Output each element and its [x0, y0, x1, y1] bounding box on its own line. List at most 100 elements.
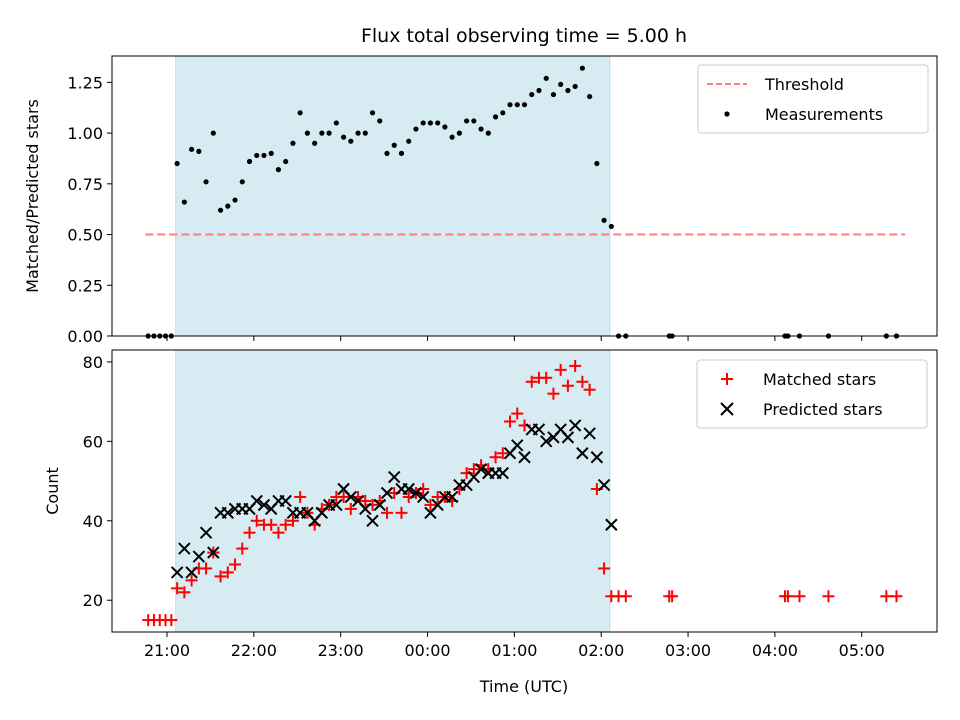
matched-star-point	[890, 590, 903, 603]
measurement-point	[340, 134, 347, 140]
matched-star-point	[554, 363, 567, 376]
measurement-point	[543, 75, 549, 81]
matched-star-point	[525, 375, 538, 388]
measurement-point	[377, 118, 383, 124]
measurement-point	[189, 146, 195, 152]
predicted-star-point	[199, 526, 213, 539]
bottom-panel: 20 40 60 80 21:00 22:00 23:00 00:00 01:00 02:00 0…	[43, 349, 938, 696]
measurement-point	[579, 65, 585, 71]
measurement-point	[217, 207, 224, 213]
measurement-point	[601, 217, 607, 223]
observing-span-rect	[175, 55, 611, 337]
measurement-point	[333, 120, 339, 126]
measurement-point	[362, 130, 368, 136]
predicted-star-point	[474, 462, 488, 476]
matched-star-point	[793, 590, 806, 603]
predicted-star-point	[257, 498, 271, 512]
measurement-point	[254, 152, 260, 159]
top-y-axis-label: Matched/Predicted stars	[23, 99, 42, 293]
measurement-point	[536, 87, 542, 94]
matched-star-point	[214, 570, 227, 583]
predicted-star-point	[178, 542, 191, 555]
predicted-star-point	[590, 451, 604, 464]
y-tick-label: 0.00	[67, 327, 103, 346]
predicted-star-point	[221, 506, 234, 520]
matched-star-point	[185, 574, 198, 587]
matched-star-point	[236, 542, 249, 555]
measurement-point	[492, 114, 499, 120]
y-tick-label: 1.25	[67, 73, 103, 92]
predicted-star-point	[597, 478, 611, 492]
predicted-star-point	[250, 494, 263, 508]
predicted-star-point	[445, 490, 459, 504]
top-axes-frame	[111, 55, 938, 337]
y-tick-label: 1.00	[67, 124, 103, 143]
measurement-point	[181, 199, 187, 205]
matched-star-point	[467, 463, 480, 476]
measurement-point	[608, 223, 614, 230]
measurement-point	[196, 148, 202, 154]
chart-title: Flux total observing time = 5.00 h	[361, 25, 687, 47]
top-panel: Flux total observing time = 5.00 h 0.000…	[23, 25, 938, 346]
bottom-observing-span	[175, 349, 611, 633]
matched-star-point	[619, 590, 632, 603]
bottom-legend: Matched stars Predicted stars	[696, 359, 928, 429]
predicted-star-point	[359, 502, 372, 516]
predicted-star-point	[402, 482, 415, 496]
bottom-y-ticks: 20 40 60 80	[83, 353, 112, 610]
measurement-point	[558, 81, 564, 88]
x-axis-label: Time (UTC)	[479, 677, 568, 696]
measurement-point	[203, 179, 209, 185]
measurement-point	[369, 110, 376, 116]
matched-star-point	[265, 518, 278, 531]
predicted-legend-swatch	[720, 402, 734, 416]
matched-star-point	[511, 407, 524, 420]
matched-star-point	[178, 586, 191, 599]
x-tick-label: 02:00	[578, 641, 624, 660]
matched-star-point	[666, 590, 679, 603]
predicted-star-point	[330, 498, 343, 512]
predicted-star-point	[416, 490, 430, 504]
measurement-point	[587, 93, 593, 100]
predicted-star-point	[496, 466, 509, 480]
matched-star-point	[569, 359, 582, 372]
measurement-point	[507, 102, 513, 108]
matched-star-point	[243, 526, 256, 539]
predicted-star-point	[409, 486, 423, 500]
measurement-point	[304, 130, 310, 136]
measurement-point	[275, 167, 282, 173]
measurement-point	[319, 130, 325, 136]
x-tick-label: 03:00	[665, 641, 711, 660]
predicted-star-point	[388, 470, 401, 484]
bottom-axes-frame	[111, 349, 938, 633]
predicted-star-point	[605, 518, 618, 531]
matched-star-point	[424, 498, 437, 511]
x-tick-label: 23:00	[318, 641, 364, 660]
x-tick-label: 04:00	[752, 641, 798, 660]
matched-star-point	[279, 518, 292, 531]
matched-star-point	[229, 558, 242, 571]
predicted-star-point	[540, 435, 553, 448]
measurement-point	[456, 130, 462, 136]
matched-legend-label: Matched stars	[763, 370, 876, 389]
matched-star-point	[781, 590, 794, 603]
matched-star-point	[200, 562, 213, 575]
y-tick-label: 20	[83, 591, 103, 610]
matched-star-point	[598, 562, 611, 575]
top-legend-box	[697, 64, 929, 134]
predicted-star-point	[373, 498, 386, 512]
matched-star-point	[561, 379, 574, 392]
predicted-star-point	[344, 490, 358, 504]
measurement-point	[232, 197, 238, 203]
predicted-star-point	[380, 486, 394, 500]
predicted-star-point	[207, 546, 220, 559]
measurement-point	[521, 102, 528, 108]
predicted-star-point	[532, 423, 546, 436]
top-observing-span	[175, 55, 611, 337]
measurement-point	[529, 91, 535, 98]
measurement-point	[268, 150, 274, 156]
matched-star-point	[583, 383, 596, 396]
matched-star-point	[286, 514, 299, 527]
y-tick-label: 40	[83, 512, 103, 531]
